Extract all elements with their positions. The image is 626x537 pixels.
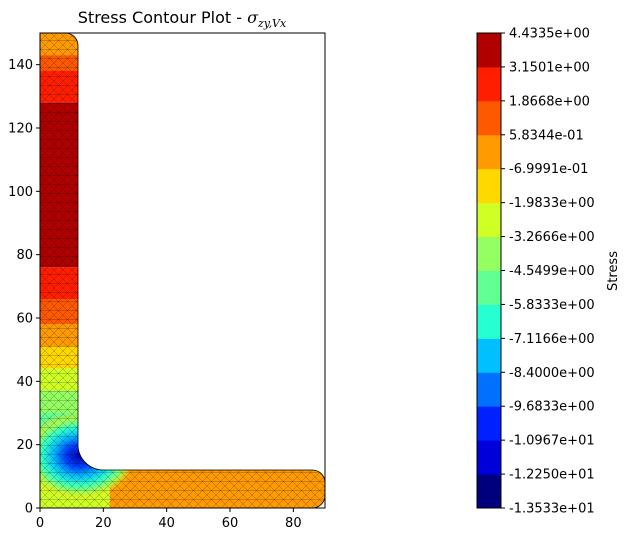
colorbar-tick-label: -9.6833e+00	[509, 400, 595, 415]
colorbar-tick-label: -3.2666e+00	[509, 230, 595, 245]
y-tick-label: 0	[25, 502, 33, 517]
chart-title: Stress Contour Plot - σzy,Vx	[78, 8, 287, 30]
plot-axes-frame	[39, 32, 326, 509]
colorbar-segment	[477, 304, 501, 339]
x-tick-label: 40	[158, 516, 175, 531]
colorbar-segment	[477, 406, 501, 441]
y-tick-label: 80	[16, 248, 33, 263]
y-tick-label: 40	[16, 375, 33, 390]
colorbar-tick-label: -8.4000e+00	[509, 366, 595, 381]
colorbar-segment	[477, 270, 501, 305]
section-outline	[39, 32, 326, 509]
colorbar-tick-label: -1.9833e+00	[509, 196, 595, 211]
colorbar-tick-label: -1.2250e+01	[509, 468, 595, 483]
y-tick-label: 120	[8, 122, 33, 137]
x-axis: 0 20 40 60 80	[36, 508, 302, 531]
x-tick-label: 0	[36, 516, 44, 531]
colorbar-segment	[477, 202, 501, 238]
colorbar-tick-label: -5.8333e+00	[509, 298, 595, 313]
colorbar-segment	[477, 66, 501, 102]
y-axis: 0 20 40 60 80 100 120 140	[8, 58, 40, 517]
colorbar-segment	[477, 134, 501, 170]
y-tick-label: 140	[8, 58, 33, 73]
colorbar-segment	[477, 440, 501, 475]
x-tick-label: 20	[95, 516, 112, 531]
colorbar-segment	[477, 338, 501, 373]
colorbar-tick-label: -1.0967e+01	[509, 434, 595, 449]
colorbar-segment	[477, 474, 501, 509]
colorbar-tick-label: -4.5499e+00	[509, 264, 595, 279]
colorbar: -1.3533e+01 -1.2250e+01 -1.0967e+01 -9.6833…	[476, 27, 595, 517]
y-tick-label: 60	[16, 312, 33, 327]
colorbar-tick-label: 4.4335e+00	[509, 27, 590, 42]
colorbar-segment	[477, 100, 501, 136]
x-tick-label: 80	[285, 516, 302, 531]
colorbar-tick-label: -6.9991e-01	[509, 162, 588, 177]
y-tick-label: 20	[16, 438, 33, 453]
colorbar-segment	[477, 372, 501, 407]
colorbar-segment	[477, 168, 501, 204]
colorbar-segment	[477, 236, 501, 271]
colorbar-label: Stress	[606, 251, 621, 291]
colorbar-tick-label: 3.1501e+00	[509, 60, 590, 75]
y-tick-label: 100	[8, 185, 33, 200]
colorbar-tick-label: 5.8344e-01	[509, 128, 584, 143]
x-tick-label: 60	[222, 516, 239, 531]
colorbar-tick-label: -7.1166e+00	[509, 332, 595, 347]
contour-bands	[40, 33, 325, 508]
colorbar-tick-label: 1.8668e+00	[509, 94, 590, 109]
colorbar-tick-label: -1.3533e+01	[509, 502, 595, 517]
colorbar-segment	[477, 33, 501, 68]
